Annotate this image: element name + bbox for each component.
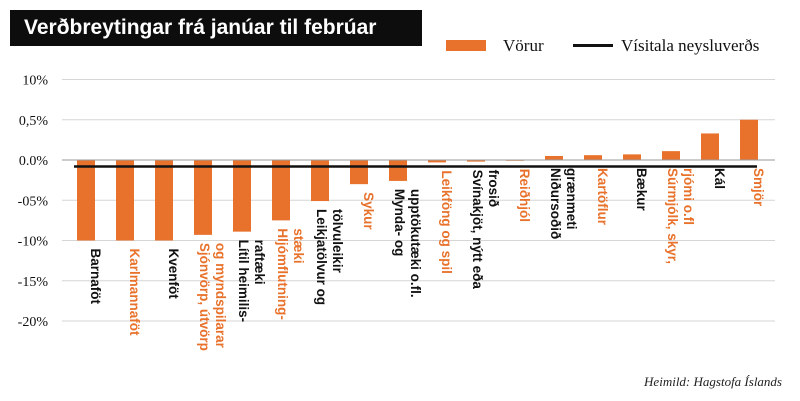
bar [662, 151, 680, 160]
bar [194, 160, 212, 235]
category-label: Reiðhjól [517, 169, 532, 222]
category-label: Sjónvörp, útvörp [197, 243, 212, 351]
category-label: Bækur [634, 168, 649, 212]
y-tick-label: 0.0% [19, 154, 49, 169]
bar [311, 160, 329, 202]
category-label: Mynda- og [392, 189, 407, 257]
legend-bar-swatch [446, 40, 486, 51]
bar [233, 160, 251, 232]
category-label: Súrmjólk, skyr, [665, 168, 680, 264]
bar [116, 160, 134, 241]
bar [272, 160, 290, 221]
bar [350, 160, 368, 185]
category-label: rjómi o.fl [681, 168, 696, 225]
bar [467, 160, 485, 162]
bar [77, 160, 95, 241]
category-label: upptökutæki o.fl. [408, 189, 423, 298]
y-tick-label: 0,5% [19, 114, 49, 129]
category-label: Barnaföt [88, 249, 103, 305]
category-label: Hljómflutning- [275, 228, 290, 319]
y-tick-label: 10% [22, 74, 48, 89]
category-label: Leikföng og spil [439, 170, 454, 273]
category-label: raftæki [252, 240, 267, 285]
category-label: Svínakjöt, nýtt eða [470, 170, 485, 290]
legend-line-label: Vísitala neysluverðs [621, 36, 760, 55]
legend-bars-label: Vörur [503, 36, 544, 55]
category-label: stæki [291, 228, 306, 263]
bar [740, 119, 758, 160]
category-label: Kvenföt [166, 249, 181, 300]
bar [623, 154, 641, 160]
category-label: Niðursoðið [548, 168, 563, 239]
category-label: grænmeti [564, 168, 579, 230]
category-label: Sykur [361, 192, 376, 230]
category-label: Smjör [751, 168, 766, 207]
chart-title: Verðbreytingar frá janúar til febrúar [24, 16, 377, 39]
bar [155, 160, 173, 241]
category-label: frosið [486, 170, 501, 208]
y-tick-label: -15% [18, 275, 49, 290]
y-tick-label: -05% [18, 194, 49, 209]
y-tick-label: -20% [18, 315, 49, 330]
category-label: Kál [712, 168, 727, 189]
bar [428, 160, 446, 163]
bar [701, 133, 719, 160]
bar [545, 155, 563, 160]
legend-line-swatch [573, 44, 613, 47]
title-banner: Verðbreytingar frá janúar til febrúar [10, 10, 422, 46]
source-note: Heimild: Hagstofa Íslands [644, 374, 782, 389]
category-label: Kartöflur [595, 168, 610, 226]
category-label: Lítil heimilis- [236, 240, 251, 323]
category-label: tölvuleikir [330, 209, 345, 274]
bar [389, 160, 407, 181]
category-label: og myndspilarar [213, 243, 228, 349]
category-label: Karlmannaföt [127, 249, 142, 337]
bar [584, 155, 602, 160]
y-tick-label: -10% [18, 235, 49, 250]
category-label: Leikjatölvur og [314, 209, 329, 305]
